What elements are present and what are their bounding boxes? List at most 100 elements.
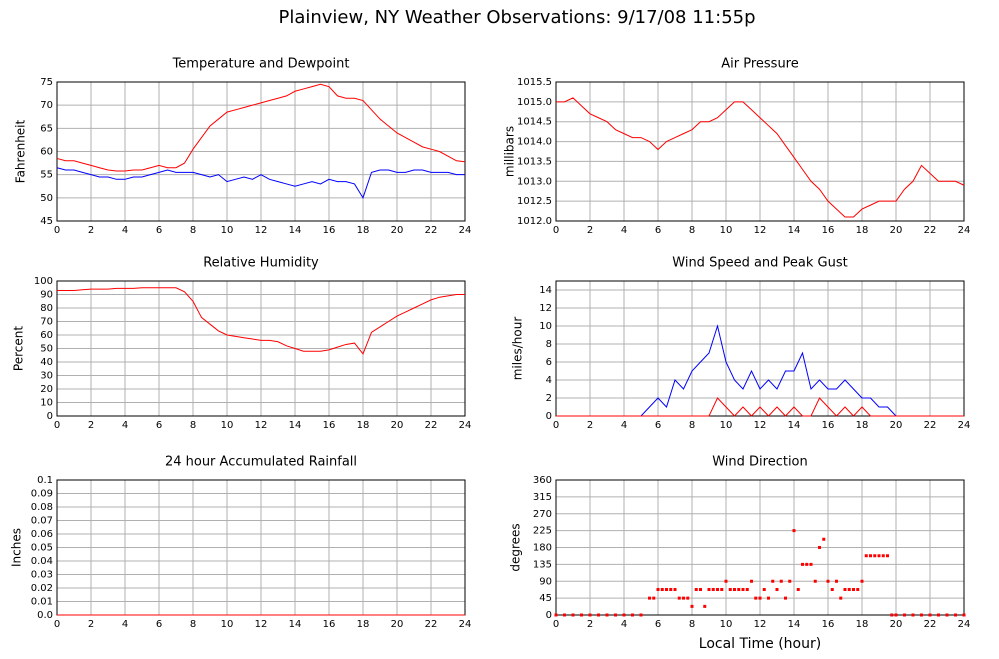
y-tick-label: 360 bbox=[533, 475, 552, 486]
y-axis-label: Fahrenheit bbox=[14, 119, 28, 183]
data-point bbox=[779, 579, 783, 583]
plot-frame bbox=[555, 280, 965, 417]
y-tick-label: 1012.5 bbox=[517, 196, 552, 207]
data-point bbox=[788, 579, 792, 583]
y-tick-label: 1012.0 bbox=[517, 216, 552, 227]
x-tick-label: 22 bbox=[924, 420, 937, 431]
data-point bbox=[796, 588, 800, 591]
x-tick-label: 20 bbox=[890, 225, 903, 236]
x-tick-label: 14 bbox=[788, 619, 801, 630]
y-tick-label: 0 bbox=[546, 411, 552, 422]
data-point bbox=[771, 579, 775, 583]
data-point bbox=[937, 613, 940, 617]
data-point bbox=[694, 588, 698, 591]
data-line bbox=[57, 287, 465, 355]
page-title: Plainview, NY Weather Observations: 9/17… bbox=[278, 7, 755, 28]
x-tick-label: 18 bbox=[357, 225, 370, 236]
data-point bbox=[856, 588, 860, 591]
y-axis-label: degrees bbox=[509, 523, 523, 571]
y-tick-label: 45 bbox=[539, 593, 552, 604]
x-tick-label: 16 bbox=[822, 619, 835, 630]
y-tick-label: 0 bbox=[47, 411, 53, 422]
x-tick-label: 2 bbox=[587, 225, 593, 236]
y-tick-label: 180 bbox=[533, 543, 552, 554]
x-tick-label: 16 bbox=[822, 420, 835, 431]
data-point bbox=[945, 613, 949, 617]
y-tick-label: 60 bbox=[40, 330, 53, 341]
data-point bbox=[656, 588, 660, 591]
x-tick-label: 10 bbox=[221, 619, 234, 630]
x-tick-label: 6 bbox=[156, 420, 162, 431]
x-tick-label: 20 bbox=[890, 420, 903, 431]
plot-frame bbox=[56, 280, 466, 417]
x-tick-label: 14 bbox=[788, 420, 801, 431]
y-axis-label: miles/hour bbox=[511, 317, 525, 381]
data-line bbox=[56, 167, 465, 200]
x-tick-label: 4 bbox=[122, 225, 128, 236]
x-tick-label: 24 bbox=[958, 420, 971, 431]
x-tick-label: 18 bbox=[856, 619, 869, 630]
x-tick-label: 20 bbox=[391, 619, 404, 630]
data-point bbox=[830, 588, 834, 591]
data-point bbox=[920, 613, 923, 617]
data-point bbox=[860, 579, 864, 583]
data-point bbox=[571, 613, 575, 617]
x-tick-label: 4 bbox=[621, 420, 627, 431]
x-tick-label: 8 bbox=[190, 619, 196, 630]
data-point bbox=[911, 613, 915, 617]
y-tick-label: 4 bbox=[546, 375, 552, 386]
x-tick-label: 0 bbox=[553, 225, 559, 236]
data-point bbox=[660, 588, 664, 591]
y-tick-label: 0.06 bbox=[31, 529, 53, 540]
y-tick-label: 65 bbox=[40, 123, 53, 134]
chart-title: Air Pressure bbox=[721, 57, 799, 72]
x-tick-label: 22 bbox=[425, 619, 438, 630]
y-tick-label: 0.05 bbox=[31, 543, 53, 554]
x-tick-label: 2 bbox=[88, 420, 94, 431]
data-point bbox=[673, 588, 677, 591]
y-tick-label: 1014.0 bbox=[517, 137, 552, 148]
y-tick-label: 0.1 bbox=[37, 475, 53, 486]
data-point bbox=[784, 596, 787, 600]
y-tick-label: 80 bbox=[40, 303, 53, 314]
data-point bbox=[703, 604, 707, 608]
y-tick-label: 30 bbox=[40, 371, 53, 382]
x-tick-label: 10 bbox=[221, 225, 234, 236]
x-tick-label: 10 bbox=[221, 420, 234, 431]
x-tick-label: 2 bbox=[587, 420, 593, 431]
data-point bbox=[665, 588, 668, 591]
x-tick-label: 24 bbox=[459, 225, 472, 236]
x-tick-label: 22 bbox=[425, 420, 438, 431]
data-point bbox=[648, 596, 651, 600]
x-tick-label: 12 bbox=[754, 619, 767, 630]
y-tick-label: 45 bbox=[40, 216, 53, 227]
data-point bbox=[754, 596, 758, 600]
x-axis-label: Local Time (hour) bbox=[699, 636, 821, 652]
data-point bbox=[728, 588, 732, 591]
data-point bbox=[847, 588, 851, 591]
data-point bbox=[733, 588, 736, 591]
x-tick-label: 6 bbox=[655, 225, 661, 236]
x-tick-label: 6 bbox=[655, 619, 661, 630]
y-tick-label: 1014.5 bbox=[517, 117, 552, 128]
data-point bbox=[554, 613, 558, 617]
y-tick-label: 1013.0 bbox=[517, 176, 552, 187]
y-tick-label: 8 bbox=[546, 339, 552, 350]
x-tick-label: 20 bbox=[391, 420, 404, 431]
x-tick-label: 18 bbox=[856, 225, 869, 236]
data-point bbox=[711, 588, 715, 591]
chart-title: Temperature and Dewpoint bbox=[172, 57, 350, 72]
y-tick-label: 12 bbox=[539, 303, 552, 314]
data-point bbox=[775, 588, 779, 591]
data-point bbox=[669, 588, 673, 591]
data-point bbox=[903, 613, 906, 617]
y-tick-label: 75 bbox=[40, 77, 53, 88]
y-tick-label: 70 bbox=[40, 100, 53, 111]
data-point bbox=[720, 588, 724, 591]
x-tick-label: 6 bbox=[156, 225, 162, 236]
x-tick-label: 6 bbox=[655, 420, 661, 431]
data-point bbox=[750, 579, 753, 583]
x-tick-label: 12 bbox=[255, 619, 268, 630]
x-tick-label: 22 bbox=[425, 225, 438, 236]
